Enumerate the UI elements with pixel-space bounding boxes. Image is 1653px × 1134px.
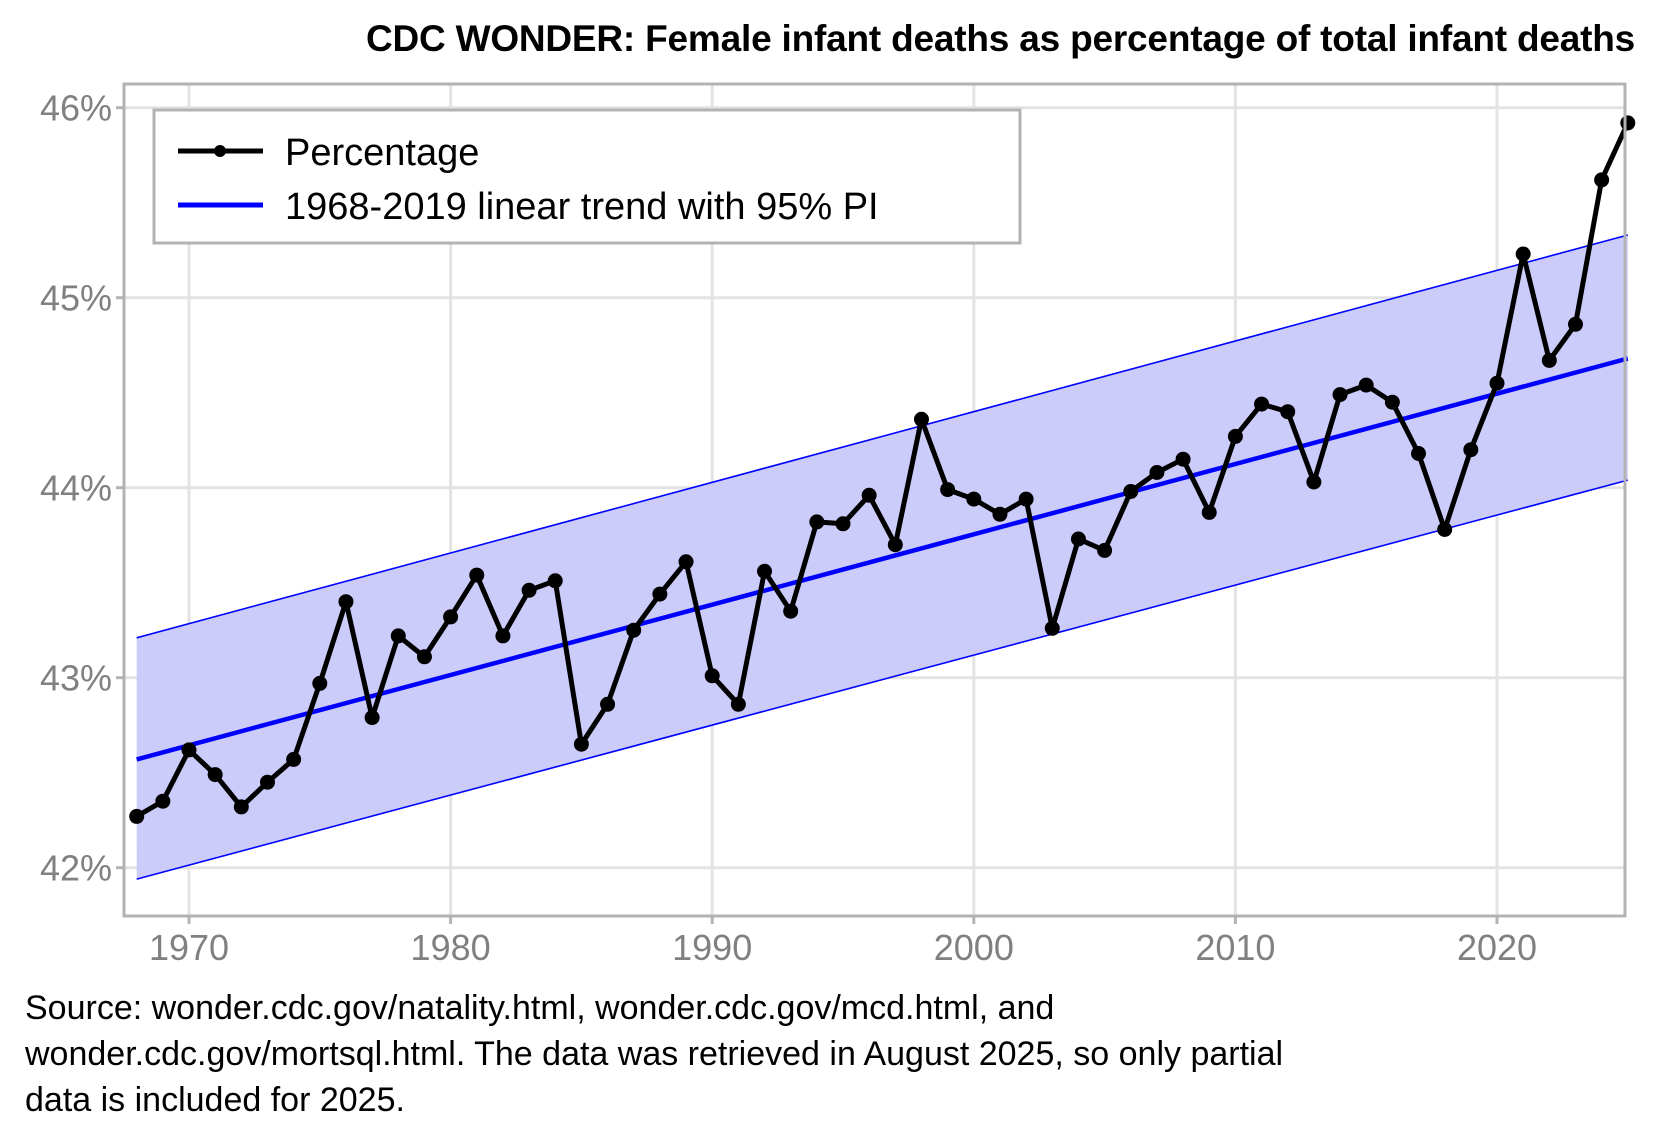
data-point: [521, 582, 537, 598]
data-point: [390, 628, 406, 644]
data-point: [1254, 396, 1270, 412]
data-point: [757, 563, 773, 579]
data-point: [443, 609, 459, 625]
x-tick-label: 1980: [411, 927, 491, 968]
data-point: [600, 696, 616, 712]
data-point: [312, 675, 328, 691]
data-point: [678, 554, 694, 570]
data-point: [155, 793, 171, 809]
legend: Percentage 1968-2019 linear trend with 9…: [152, 108, 1022, 245]
data-point: [547, 573, 563, 589]
data-point: [1463, 442, 1479, 458]
data-point: [233, 799, 249, 815]
data-point: [1018, 491, 1034, 507]
data-point: [730, 696, 746, 712]
y-tick-label: 43%: [40, 658, 112, 699]
data-point: [1358, 377, 1374, 393]
data-point: [1097, 542, 1113, 558]
data-point: [364, 710, 380, 726]
data-point: [861, 487, 877, 503]
caption-line: wonder.cdc.gov/mortsql.html. The data wa…: [25, 1035, 1284, 1073]
data-point: [835, 516, 851, 532]
data-point: [181, 742, 197, 758]
data-point: [1175, 451, 1191, 467]
y-axis: 42% 43% 44% 45% 46%: [40, 88, 124, 889]
y-tick-label: 45%: [40, 278, 112, 319]
data-point: [1541, 352, 1557, 368]
data-point: [1280, 404, 1296, 420]
data-point: [573, 736, 589, 752]
data-point: [1149, 465, 1165, 480]
data-point: [913, 411, 929, 427]
pi-upper-bound-line: [136, 234, 1629, 639]
data-point: [1123, 484, 1139, 499]
chart-title: CDC WONDER: Female infant deaths as perc…: [365, 18, 1635, 59]
x-tick-label: 2000: [934, 927, 1014, 968]
x-tick-label: 2020: [1457, 927, 1537, 968]
data-point: [495, 628, 511, 644]
data-point: [1201, 504, 1217, 520]
data-point: [1620, 115, 1636, 131]
legend-label-trend: 1968-2019 linear trend with 95% PI: [285, 186, 879, 228]
data-point: [1437, 522, 1453, 537]
legend-key-percentage-marker: [214, 145, 226, 157]
chart-area: 42% 43% 44% 45% 46% 1970 1980 1990 2000 2010 2020…: [40, 82, 1636, 968]
y-tick-label: 46%: [40, 88, 112, 129]
x-tick-label: 1990: [672, 927, 752, 968]
data-point: [1332, 387, 1348, 403]
data-point: [1044, 620, 1060, 636]
x-tick-label: 2010: [1195, 927, 1275, 968]
data-point: [1070, 531, 1086, 547]
percentage-line: [135, 121, 1631, 819]
data-point: [338, 594, 354, 610]
data-point: [1515, 246, 1531, 262]
data-point: [1411, 446, 1427, 461]
data-point: [940, 482, 956, 498]
data-point: [286, 751, 302, 767]
data-point: [416, 649, 432, 665]
plot-panel-border: [122, 82, 1627, 918]
caption-line: Source: wonder.cdc.gov/natality.html, wo…: [25, 989, 1055, 1027]
data-point: [783, 603, 799, 619]
legend-label-percentage: Percentage: [285, 132, 479, 174]
data-point: [1594, 172, 1610, 188]
legend-box: [152, 108, 1022, 245]
data-point: [129, 808, 145, 824]
x-axis: 1970 1980 1990 2000 2010 2020: [149, 916, 1537, 968]
data-point: [887, 537, 903, 553]
percentage-series: [129, 115, 1636, 824]
data-point: [1384, 394, 1400, 410]
trend-line: [136, 356, 1629, 762]
caption-line: data is included for 2025.: [25, 1081, 405, 1119]
data-point: [809, 514, 825, 530]
data-point: [1567, 316, 1583, 332]
data-point: [966, 491, 982, 507]
pi-lower-bound-line: [136, 479, 1629, 880]
x-tick-label: 1970: [149, 927, 229, 968]
y-tick-label: 42%: [40, 848, 112, 889]
data-point: [259, 774, 275, 790]
y-tick-label: 44%: [40, 468, 112, 509]
data-point: [652, 586, 668, 602]
data-point: [992, 506, 1008, 522]
data-point: [1227, 428, 1243, 444]
data-point: [626, 622, 642, 638]
data-point: [469, 567, 485, 583]
source-caption: Source: wonder.cdc.gov/natality.html, wo…: [25, 985, 1625, 1123]
trend-line-group: [136, 356, 1629, 762]
data-point: [1306, 474, 1322, 490]
data-point: [207, 767, 223, 783]
data-point: [704, 668, 720, 684]
data-point: [1489, 375, 1505, 391]
